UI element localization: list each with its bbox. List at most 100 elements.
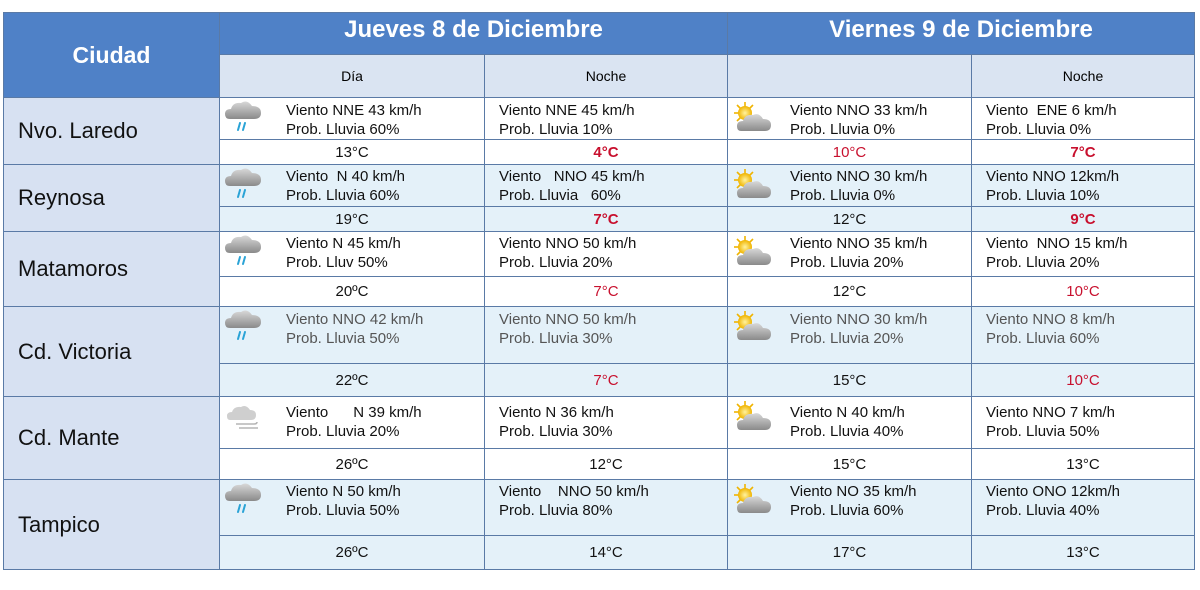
sun-cloud-icon <box>731 166 775 206</box>
wind-text: Viento NNO 33 km/h <box>790 102 928 119</box>
rain-probability-text: Prob. Lluvia 20% <box>986 254 1100 271</box>
rain-probability-text: Prob. Lluvia 0% <box>790 121 896 138</box>
forecast-text: Viento NNO 33 km/h Prob. Lluvia 0% <box>790 101 971 139</box>
rain-probability-text: Prob. Lluvia 0% <box>986 121 1092 138</box>
forecast-cell: Viento NNE 45 km/h Prob. Lluvia 10% <box>484 97 728 140</box>
forecast-cell: Viento NNO 50 km/h Prob. Lluvia 30% <box>484 306 728 364</box>
rain-probability-text: Prob. Lluvia 50% <box>286 502 400 519</box>
wind-text: Viento NNO 7 km/h <box>986 404 1115 421</box>
rain-cloud-icon <box>222 481 266 520</box>
forecast-text: Viento NNE 45 km/h Prob. Lluvia 10% <box>499 101 727 139</box>
forecast-cell: Viento NNO 7 km/h Prob. Lluvia 50% <box>970 396 1196 449</box>
wind-text: Viento N 45 km/h <box>286 235 401 252</box>
forecast-cell: Viento NNO 45 km/h Prob. Lluvia 60% <box>484 164 728 207</box>
forecast-text: Viento NNO 42 km/h Prob. Lluvia 50% <box>286 310 484 348</box>
forecast-text: Viento NNO 30 km/h Prob. Lluvia 20% <box>790 310 971 348</box>
sun-cloud-icon <box>731 99 775 139</box>
sun-cloud-icon <box>731 308 775 348</box>
temperature-row: 22ºC 7°C 15°C 10°C <box>4 363 1196 397</box>
wind-text: Viento NNO 50 km/h <box>499 235 637 252</box>
forecast-cell: Viento NNO 8 km/h Prob. Lluvia 60% <box>970 306 1196 364</box>
wind-text: Viento NNO 8 km/h <box>986 311 1115 328</box>
city-name: Cd. Victoria <box>3 306 220 397</box>
rain-probability-text: Prob. Lluvia 60% <box>790 502 904 519</box>
forecast-cell: Viento NNO 50 km/h Prob. Lluvia 80% <box>484 479 728 536</box>
temperature-value: 7°C <box>970 139 1196 165</box>
city-column-header: Ciudad <box>3 12 220 98</box>
sun-cloud-icon <box>731 233 775 273</box>
forecast-cell: Viento NNO 42 km/h Prob. Lluvia 50% <box>219 306 485 364</box>
city-name: Tampico <box>3 479 220 570</box>
sub-header-dia: Día <box>219 54 485 98</box>
wind-text: Viento N 39 km/h <box>286 404 422 421</box>
rain-probability-text: Prob. Lluvia 10% <box>499 121 613 138</box>
forecast-cell: Viento N 40 km/h Prob. Lluvia 40% <box>727 396 972 449</box>
wind-text: Viento NNO 45 km/h <box>499 168 645 185</box>
wind-text: Viento NNE 43 km/h <box>286 102 422 119</box>
forecast-text: Viento NNO 15 km/h Prob. Lluvia 20% <box>986 234 1194 272</box>
temperature-value: 12°C <box>727 206 972 232</box>
wind-text: Viento N 36 km/h <box>499 404 614 421</box>
temperature-value: 13°C <box>219 139 485 165</box>
rain-cloud-icon <box>222 166 266 205</box>
wind-text: Viento ONO 12km/h <box>986 483 1120 500</box>
city-name: Reynosa <box>3 164 220 232</box>
forecast-text: Viento N 39 km/h Prob. Lluvia 20% <box>286 403 484 441</box>
rain-probability-text: Prob. Lluvia 20% <box>286 423 400 440</box>
forecast-text: Viento N 40 km/h Prob. Lluvia 40% <box>790 403 971 441</box>
temperature-value: 12°C <box>727 276 972 307</box>
temperature-value: 10°C <box>970 276 1196 307</box>
forecast-text: Viento NNO 50 km/h Prob. Lluvia 20% <box>499 234 727 272</box>
forecast-cell: Viento ENE 6 km/h Prob. Lluvia 0% <box>970 97 1196 140</box>
temperature-value: 12°C <box>484 448 728 480</box>
temperature-value: 14°C <box>484 535 728 570</box>
forecast-text: Viento ONO 12km/h Prob. Lluvia 40% <box>986 482 1194 520</box>
rain-cloud-icon <box>222 308 266 347</box>
temperature-value: 10°C <box>727 139 972 165</box>
wind-text: Viento NNE 45 km/h <box>499 102 635 119</box>
forecast-text: Viento N 50 km/h Prob. Lluvia 50% <box>286 482 484 520</box>
forecast-text: Viento NNO 8 km/h Prob. Lluvia 60% <box>986 310 1194 348</box>
temperature-value: 4°C <box>484 139 728 165</box>
temperature-row: 13°C 4°C 10°C 7°C <box>4 139 1196 165</box>
temperature-value: 17°C <box>727 535 972 570</box>
forecast-text: Viento NNO 35 km/h Prob. Lluvia 20% <box>790 234 971 272</box>
forecast-text: Viento NNO 7 km/h Prob. Lluvia 50% <box>986 403 1194 441</box>
rain-probability-text: Prob. Lluvia 60% <box>499 187 621 204</box>
forecast-cell: Viento N 50 km/h Prob. Lluvia 50% <box>219 479 485 536</box>
forecast-cell: Viento NNO 30 km/h Prob. Lluvia 0% <box>727 164 972 207</box>
temperature-value: 20ºC <box>219 276 485 307</box>
forecast-text: Viento NNO 12km/h Prob. Lluvia 10% <box>986 167 1194 205</box>
table-row: Cd. Victoria Viento NNO 42 km/h Prob. Lluv… <box>3 306 1196 397</box>
temperature-value: 15°C <box>727 363 972 397</box>
rain-probability-text: Prob. Lluvia 0% <box>790 187 896 204</box>
wind-text: Viento N 40 km/h <box>286 168 405 185</box>
wind-text: Viento NNO 42 km/h <box>286 311 424 328</box>
wind-text: Viento NNO 12km/h <box>986 168 1120 185</box>
temperature-value: 7°C <box>484 363 728 397</box>
temperature-row: 20ºC 7°C 12°C 10°C <box>4 276 1196 307</box>
forecast-table: Ciudad Jueves 8 de Diciembre Viernes 9 d… <box>3 12 1196 570</box>
sun-cloud-icon <box>731 398 775 438</box>
rain-probability-text: Prob. Lluvia 40% <box>986 502 1100 519</box>
sub-header-noche-2: Noche <box>970 54 1196 98</box>
temperature-value: 19°C <box>219 206 485 232</box>
rain-probability-text: Prob. Lluvia 10% <box>986 187 1100 204</box>
wind-text: Viento NNO 50 km/h <box>499 311 637 328</box>
table-row: Cd. Mante Viento N 39 km/h Prob. Lluvia 20… <box>3 396 1196 480</box>
forecast-cell: Viento NNO 30 km/h Prob. Lluvia 20% <box>727 306 972 364</box>
wind-text: Viento N 50 km/h <box>286 483 401 500</box>
forecast-cell: Viento N 45 km/h Prob. Lluv 50% <box>219 231 485 277</box>
rain-cloud-icon <box>222 233 266 272</box>
rain-probability-text: Prob. Lluvia 60% <box>286 121 400 138</box>
temperature-row: 19°C 7°C 12°C 9°C <box>4 206 1196 232</box>
sub-header-noche-1: Noche <box>484 54 728 98</box>
city-name: Nvo. Laredo <box>3 97 220 165</box>
rain-probability-text: Prob. Lluvia 60% <box>986 330 1100 347</box>
day1-header: Jueves 8 de Diciembre <box>219 12 728 55</box>
city-name: Matamoros <box>3 231 220 307</box>
forecast-cell: Viento N 36 km/h Prob. Lluvia 30% <box>484 396 728 449</box>
wind-text: Viento NNO 50 km/h <box>499 483 649 500</box>
temperature-value: 7°C <box>484 276 728 307</box>
forecast-text: Viento ENE 6 km/h Prob. Lluvia 0% <box>986 101 1194 139</box>
